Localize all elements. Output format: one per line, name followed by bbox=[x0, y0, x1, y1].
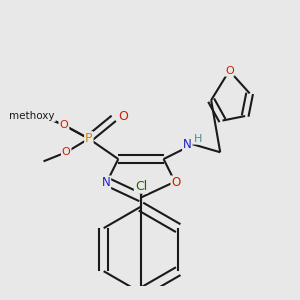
Text: P: P bbox=[85, 132, 93, 145]
Text: O: O bbox=[60, 120, 68, 130]
Text: O: O bbox=[60, 120, 68, 130]
Text: O: O bbox=[171, 176, 181, 189]
Text: N: N bbox=[101, 176, 110, 189]
Text: O: O bbox=[118, 110, 128, 122]
Text: methoxy: methoxy bbox=[10, 111, 55, 121]
Text: O: O bbox=[62, 147, 70, 157]
Text: H: H bbox=[194, 134, 202, 144]
Text: N: N bbox=[183, 138, 192, 151]
Text: Cl: Cl bbox=[135, 180, 147, 193]
Text: O: O bbox=[225, 66, 234, 76]
